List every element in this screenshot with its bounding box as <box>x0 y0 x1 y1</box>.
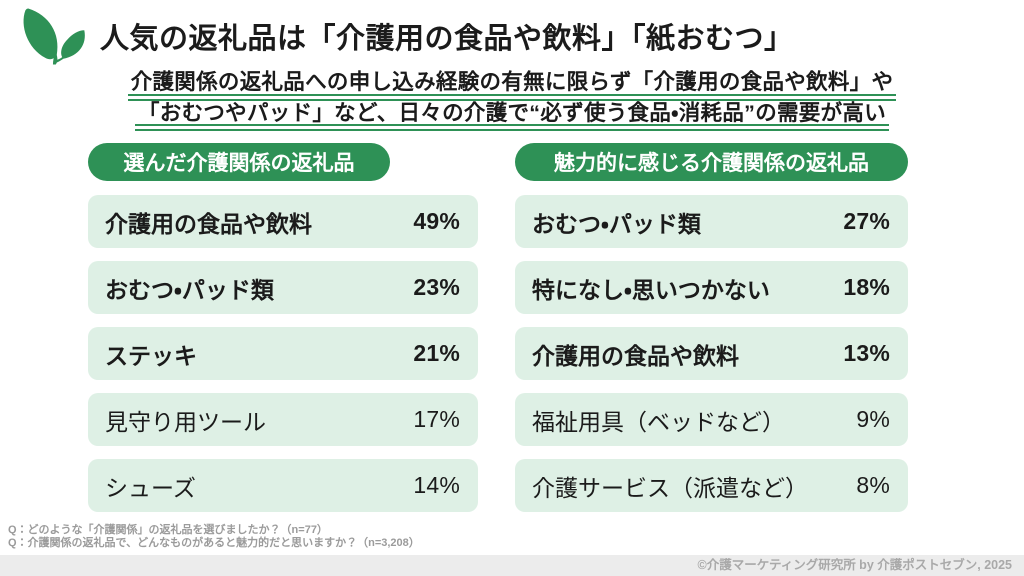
table-row: 介護用の食品や飲料 13% <box>515 327 908 380</box>
row-value: 8% <box>856 472 890 498</box>
row-value: 13% <box>843 340 890 366</box>
table-row: ステッキ 21% <box>88 327 478 380</box>
table-row: シューズ 14% <box>88 459 478 512</box>
panel-header-attractive: 魅力的に感じる介護関係の返礼品 <box>515 143 908 181</box>
row-value: 49% <box>413 208 460 234</box>
row-label: シューズ <box>105 474 196 501</box>
row-value: 27% <box>843 208 890 234</box>
row-value: 17% <box>413 406 460 432</box>
panel-header-chosen: 選んだ介護関係の返礼品 <box>88 143 390 181</box>
footnote-q2: Q：介護関係の返礼品で、どんなものがあると魅力的だと思いますか？（n=3,208… <box>8 537 420 549</box>
row-value: 18% <box>843 274 890 300</box>
row-label: 特になし・思いつかない <box>532 276 770 303</box>
table-row: 見守り用ツール 17% <box>88 393 478 446</box>
copyright-text: ©介護マーケティング研究所 by 介護ポストセブン, 2025 <box>697 558 1013 572</box>
subtitle-line-2: 「おむつやパッド」など、日々の介護で“必ず使う食品・消耗品”の需要が高い <box>134 102 890 131</box>
row-label: 介護用の食品や飲料 <box>105 210 312 237</box>
row-label: ステッキ <box>105 342 197 369</box>
footnote-q1: Q：どのような「介護関係」の返礼品を選びましたか？（n=77） <box>8 524 328 536</box>
row-label: 介護用の食品や飲料 <box>532 342 739 369</box>
row-label: おむつ・パッド類 <box>532 210 701 237</box>
ranking-panels: 選んだ介護関係の返礼品 介護用の食品や飲料 49% おむつ・パッド類 23% ス… <box>88 143 908 525</box>
subtitle: 介護関係の返礼品への申し込み経験の有無に限らず「介護用の食品や飲料」や 「おむつ… <box>0 71 1024 132</box>
row-value: 14% <box>413 472 460 498</box>
row-label: 介護サービス（派遣など） <box>532 474 808 501</box>
table-row: おむつ・パッド類 27% <box>515 195 908 248</box>
header: 人気の返礼品は「介護用の食品や飲料」「紙おむつ」 <box>14 6 794 66</box>
table-row: 介護サービス（派遣など） 8% <box>515 459 908 512</box>
subtitle-line-1: 介護関係の返礼品への申し込み経験の有無に限らず「介護用の食品や飲料」や <box>127 71 897 101</box>
table-row: おむつ・パッド類 23% <box>88 261 478 314</box>
page-title: 人気の返礼品は「介護用の食品や飲料」「紙おむつ」 <box>100 23 794 55</box>
leaf-icon <box>23 8 85 65</box>
panel-chosen-gifts: 選んだ介護関係の返礼品 介護用の食品や飲料 49% おむつ・パッド類 23% ス… <box>88 143 478 525</box>
row-value: 9% <box>856 406 890 432</box>
survey-footnotes: Q：どのような「介護関係」の返礼品を選びましたか？（n=77） Q：介護関係の返… <box>8 524 420 550</box>
credit-bar: ©介護マーケティング研究所 by 介護ポストセブン, 2025 <box>0 555 1024 576</box>
row-label: おむつ・パッド類 <box>105 276 274 303</box>
table-row: 介護用の食品や飲料 49% <box>88 195 478 248</box>
table-row: 福祉用具（ベッドなど） 9% <box>515 393 908 446</box>
table-row: 特になし・思いつかない 18% <box>515 261 908 314</box>
panel-attractive-gifts: 魅力的に感じる介護関係の返礼品 おむつ・パッド類 27% 特になし・思いつかない… <box>515 143 908 525</box>
row-value: 21% <box>413 340 460 366</box>
row-label: 福祉用具（ベッドなど） <box>532 408 785 435</box>
row-value: 23% <box>413 274 460 300</box>
row-label: 見守り用ツール <box>105 408 266 435</box>
